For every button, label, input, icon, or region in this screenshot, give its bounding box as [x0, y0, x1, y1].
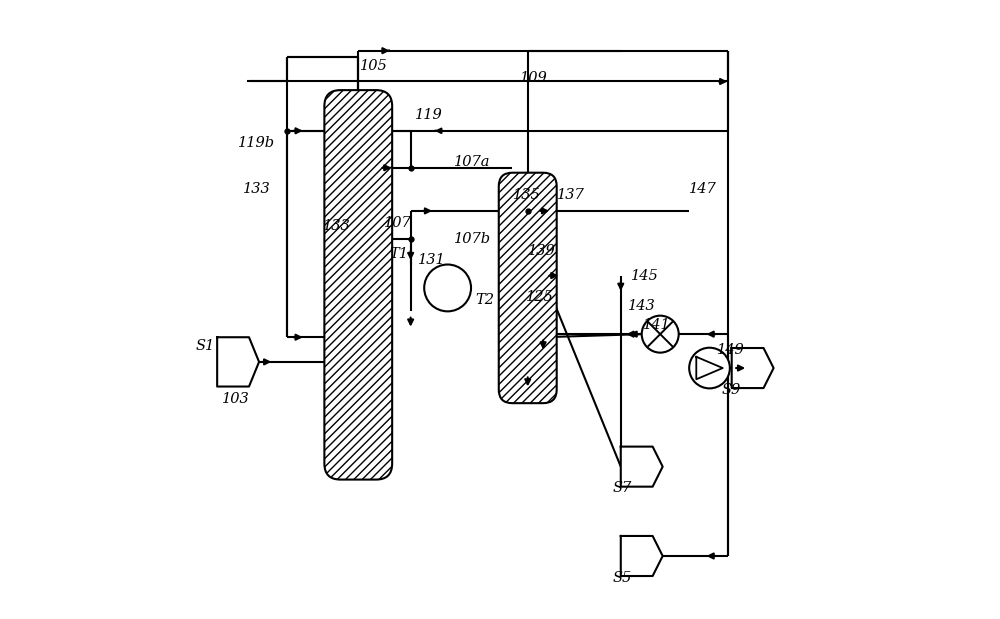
Circle shape: [689, 348, 730, 388]
Text: 133: 133: [243, 183, 270, 196]
Text: 145: 145: [631, 269, 659, 283]
Text: 107a: 107a: [454, 155, 491, 168]
Text: 109: 109: [520, 71, 548, 85]
Text: 139: 139: [528, 244, 556, 258]
Polygon shape: [732, 348, 774, 388]
Text: 147: 147: [689, 183, 717, 196]
Text: 107b: 107b: [454, 232, 491, 246]
Text: 143: 143: [628, 300, 656, 313]
Text: 103: 103: [222, 392, 250, 406]
Circle shape: [642, 316, 679, 353]
FancyBboxPatch shape: [499, 173, 557, 403]
Polygon shape: [217, 337, 259, 386]
Text: 135: 135: [513, 189, 540, 202]
FancyBboxPatch shape: [324, 90, 392, 480]
Text: 107: 107: [384, 216, 412, 230]
Polygon shape: [621, 447, 663, 487]
Text: 119: 119: [415, 108, 443, 123]
Circle shape: [424, 264, 471, 311]
Text: 125: 125: [526, 290, 554, 304]
Text: S7: S7: [612, 481, 632, 495]
Text: S1: S1: [196, 339, 215, 353]
Text: T2: T2: [475, 293, 494, 307]
Text: 149: 149: [717, 342, 744, 357]
Polygon shape: [621, 536, 663, 576]
Text: 105: 105: [360, 59, 388, 73]
Text: 131: 131: [418, 253, 446, 267]
Text: 133: 133: [323, 219, 351, 233]
Text: S9: S9: [722, 383, 741, 397]
Text: 141: 141: [643, 318, 671, 332]
Text: 119b: 119b: [238, 136, 275, 150]
Text: T1: T1: [389, 247, 408, 261]
Text: S5: S5: [612, 571, 632, 584]
Text: 137: 137: [557, 189, 585, 202]
